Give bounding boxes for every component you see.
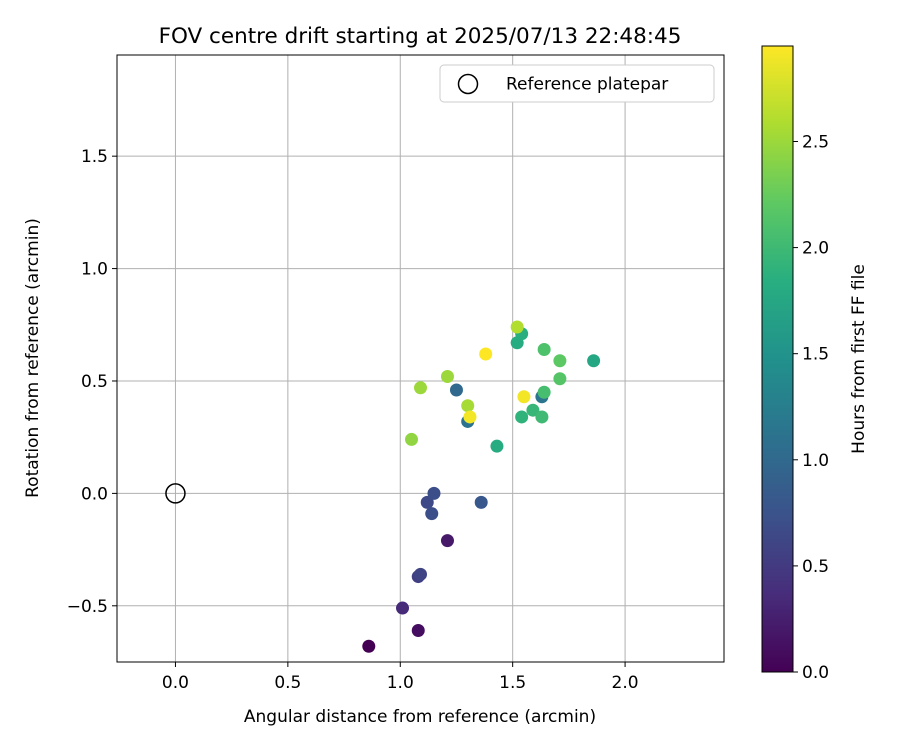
data-point (463, 410, 477, 424)
x-tick-label: 0.5 (274, 673, 301, 693)
y-axis-ticks: −0.5 0.0 0.5 1.0 1.5 (67, 147, 117, 617)
data-point (537, 343, 551, 357)
data-point (362, 639, 376, 653)
data-point (427, 486, 441, 500)
reference-platepar-marker (165, 483, 186, 504)
y-tick-label: −0.5 (67, 597, 108, 617)
reference-marker (165, 483, 186, 504)
data-point (535, 410, 549, 424)
x-axis-label: Angular distance from reference (arcmin) (244, 707, 596, 727)
x-tick-label: 1.0 (387, 673, 414, 693)
data-point (587, 354, 601, 368)
legend-reference-marker (457, 73, 479, 95)
y-tick-label: 1.0 (81, 260, 108, 280)
chart-title: FOV centre drift starting at 2025/07/13 … (159, 24, 682, 49)
colorbar-ticks: 0.0 0.5 1.0 1.5 2.0 2.5 (793, 132, 829, 683)
y-tick-label: 0.5 (81, 372, 108, 392)
data-point (440, 369, 454, 383)
data-point (490, 439, 504, 453)
grid (117, 55, 724, 662)
data-point (449, 383, 463, 397)
colorbar (761, 45, 794, 673)
data-point (414, 567, 427, 581)
data-point (553, 372, 567, 386)
colorbar-tick-label: 2.0 (802, 239, 829, 259)
data-point (420, 495, 434, 509)
data-point (515, 410, 529, 424)
x-tick-label: 2.0 (612, 673, 639, 693)
plot-frame (116, 54, 725, 663)
data-point (474, 495, 488, 509)
colorbar-tick-label: 0.0 (802, 663, 829, 683)
data-point (440, 534, 454, 548)
colorbar-tick-label: 0.5 (802, 557, 829, 577)
data-point (553, 354, 567, 368)
data-point (461, 399, 475, 413)
data-point (517, 390, 531, 404)
colorbar-label: Hours from first FF file (849, 264, 869, 454)
colorbar-tick-label: 2.5 (802, 132, 829, 152)
y-tick-label: 1.5 (81, 147, 108, 167)
x-axis-ticks: 0.0 0.5 1.0 1.5 2.0 (162, 662, 639, 693)
y-tick-label: 0.0 (81, 484, 108, 504)
x-tick-label: 0.0 (162, 673, 189, 693)
data-point (414, 381, 427, 395)
y-axis-label: Rotation from reference (arcmin) (23, 218, 43, 498)
data-point (411, 624, 425, 638)
data-point (537, 385, 551, 399)
data-point (396, 601, 410, 615)
legend-box (439, 64, 715, 103)
data-point (526, 403, 540, 417)
data-point (510, 320, 524, 334)
data-point (425, 507, 439, 521)
legend: Reference platepar (439, 64, 715, 103)
colorbar-tick-label: 1.5 (802, 345, 829, 365)
data-point (405, 432, 419, 446)
colorbar-tick-label: 1.0 (802, 451, 829, 471)
x-tick-label: 1.5 (499, 673, 526, 693)
data-points (362, 320, 601, 653)
legend-label: Reference platepar (506, 75, 668, 95)
data-point (479, 347, 493, 361)
